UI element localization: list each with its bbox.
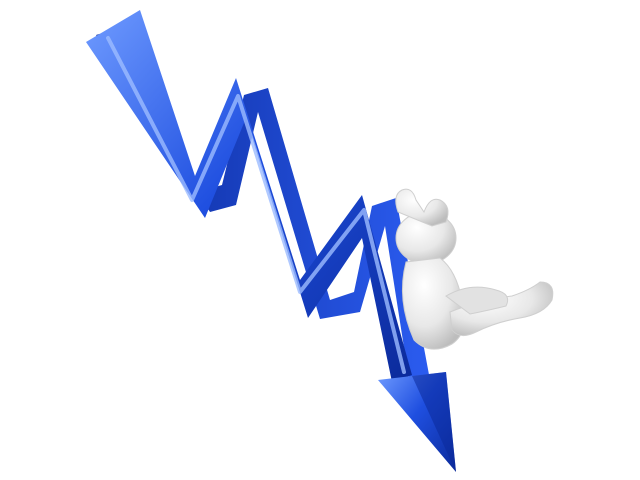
figure-leg-back <box>445 286 509 315</box>
trend-arrow-head-shade <box>412 372 456 472</box>
falling-figure <box>395 188 554 350</box>
trend-arrow-side <box>96 28 430 386</box>
trend-arrow <box>86 10 456 472</box>
figure-arms <box>395 188 449 227</box>
figure-legs <box>449 281 554 336</box>
figure-body <box>401 257 465 350</box>
trend-arrow-face <box>86 10 412 382</box>
trend-arrow-highlight <box>106 36 406 374</box>
